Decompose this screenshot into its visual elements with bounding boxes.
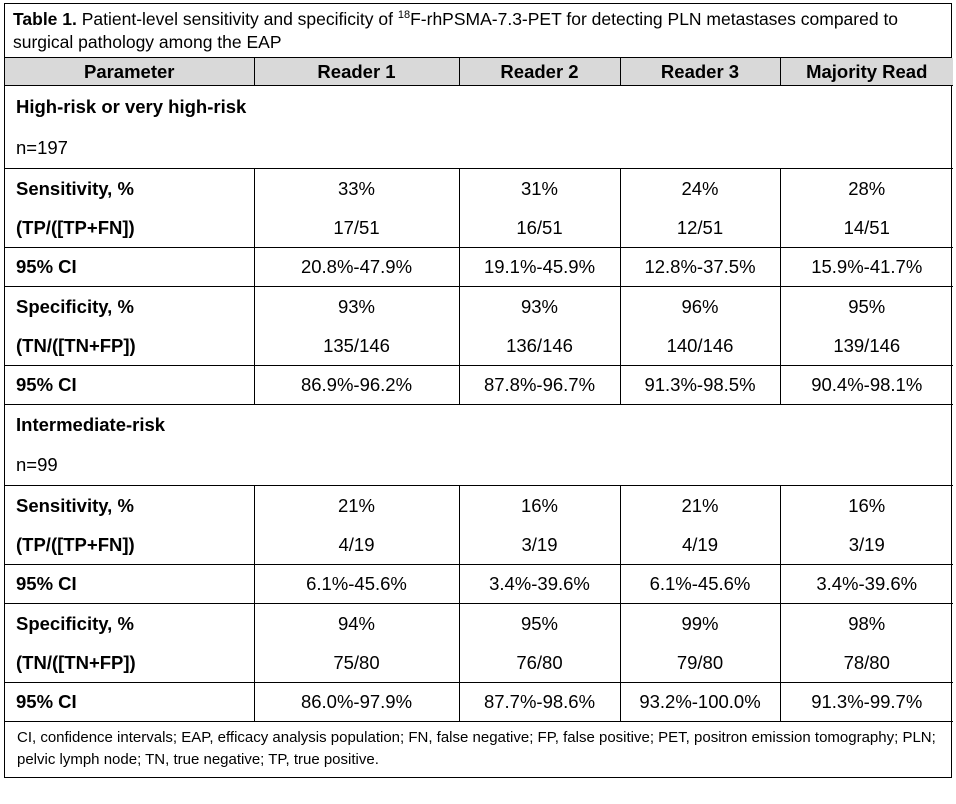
sensitivity-value: 24%	[619, 168, 780, 208]
sensitivity-fraction-value: 3/19	[779, 525, 953, 565]
specificity-fraction-value: 140/146	[619, 326, 780, 366]
sensitivity-value: 16%	[779, 485, 953, 525]
caption-superscript: 18	[397, 9, 411, 22]
sensitivity-ci-row: 95% CI 20.8%-47.9% 19.1%-45.9% 12.8%-37.5% 1…	[5, 247, 953, 287]
specificity-fraction-label: (TN/([TN+FP])	[5, 643, 254, 683]
sensitivity-value: 16%	[458, 485, 620, 525]
specificity-ci-row: 95% CI 86.0%-97.9% 87.7%-98.6% 93.2%-100.0%…	[5, 682, 953, 722]
sensitivity-fraction-value: 3/19	[458, 525, 620, 565]
sensitivity-fraction-value: 4/19	[619, 525, 780, 565]
specificity-value: 94%	[253, 603, 459, 643]
sensitivity-fraction-value: 4/19	[253, 525, 459, 565]
header-row: Parameter Reader 1 Reader 2 Reader 3 Maj…	[5, 58, 953, 86]
sensitivity-ci-value: 15.9%-41.7%	[779, 247, 953, 287]
specificity-label: Specificity, %	[16, 612, 134, 634]
specificity-row: Specificity, % 93% 93% 96% 95%	[5, 286, 953, 326]
group-n: n=99	[5, 445, 953, 486]
group-title: Intermediate-risk	[16, 414, 166, 435]
header-reader-2: Reader 2	[458, 58, 620, 86]
sensitivity-label: Sensitivity, %	[16, 494, 134, 516]
specificity-ci-value: 86.9%-96.2%	[253, 365, 459, 405]
sensitivity-fraction-value: 16/51	[458, 208, 620, 248]
group-title: High-risk or very high-risk	[16, 96, 247, 117]
specificity-ci-value: 91.3%-98.5%	[619, 365, 780, 405]
sensitivity-value: 33%	[253, 168, 459, 208]
specificity-ci-value: 90.4%-98.1%	[779, 365, 953, 405]
specificity-row: Specificity, % 94% 95% 99% 98%	[5, 603, 953, 643]
header-majority-read: Majority Read	[779, 58, 953, 86]
specificity-fraction-value: 75/80	[253, 643, 459, 683]
sensitivity-ci-row: 95% CI 6.1%-45.6% 3.4%-39.6% 6.1%-45.6% 3.4%…	[5, 564, 953, 604]
specificity-label: Specificity, %	[16, 295, 134, 317]
results-table: Parameter Reader 1 Reader 2 Reader 3 Maj…	[5, 58, 953, 722]
sensitivity-value: 31%	[458, 168, 620, 208]
group-title-row: High-risk or very high-risk	[5, 86, 953, 129]
specificity-ci-value: 91.3%-99.7%	[779, 682, 953, 722]
caption-text-a: Patient-level sensitivity and specificit…	[76, 9, 398, 29]
caption-label: Table 1.	[13, 9, 77, 29]
specificity-value: 93%	[458, 286, 620, 326]
sensitivity-fraction-value: 14/51	[779, 208, 953, 248]
specificity-value: 98%	[779, 603, 953, 643]
specificity-value: 93%	[253, 286, 459, 326]
sensitivity-ci-value: 20.8%-47.9%	[253, 247, 459, 287]
table-footnote: CI, confidence intervals; EAP, efficacy …	[17, 729, 936, 768]
table-body: High-risk or very high-risk n=197 Sensitiv…	[5, 86, 953, 722]
sensitivity-ci-label: 95% CI	[5, 247, 254, 287]
group-n-row: n=99	[5, 445, 953, 486]
sensitivity-fraction-value: 12/51	[619, 208, 780, 248]
sensitivity-ci-label: 95% CI	[5, 564, 254, 604]
specificity-fraction-row: (TN/([TN+FP]) 135/146 136/146 140/146 139/14…	[5, 326, 953, 366]
sensitivity-ci-value: 12.8%-37.5%	[619, 247, 780, 287]
sensitivity-fraction-row: (TP/([TP+FN]) 17/51 16/51 12/51 14/51	[5, 208, 953, 248]
sensitivity-ci-value: 6.1%-45.6%	[253, 564, 459, 604]
group-n-row: n=197	[5, 128, 953, 169]
header-reader-1: Reader 1	[253, 58, 459, 86]
sensitivity-fraction-label: (TP/([TP+FN])	[5, 208, 254, 248]
sensitivity-ci-value: 3.4%-39.6%	[779, 564, 953, 604]
specificity-fraction-value: 139/146	[779, 326, 953, 366]
specificity-ci-label: 95% CI	[5, 682, 254, 722]
specificity-fraction-value: 79/80	[619, 643, 780, 683]
caption-text-b: F-rhPSMA-7.3-PET for detecting PLN metas…	[13, 9, 899, 52]
sensitivity-fraction-label: (TP/([TP+FN])	[5, 525, 254, 565]
sensitivity-label: Sensitivity, %	[16, 177, 134, 199]
specificity-fraction-value: 78/80	[779, 643, 953, 683]
specificity-fraction-row: (TN/([TN+FP]) 75/80 76/80 79/80 78/80	[5, 643, 953, 683]
specificity-value: 95%	[779, 286, 953, 326]
table-caption: Table 1. Patient-level sensitivity and s…	[5, 4, 951, 58]
header-parameter: Parameter	[5, 58, 254, 86]
sensitivity-ci-value: 19.1%-45.9%	[458, 247, 620, 287]
group-title-row: Intermediate-risk	[5, 405, 953, 446]
specificity-ci-value: 87.7%-98.6%	[458, 682, 620, 722]
specificity-ci-label: 95% CI	[5, 365, 254, 405]
sensitivity-value: 21%	[619, 485, 780, 525]
sensitivity-fraction-value: 17/51	[253, 208, 459, 248]
specificity-ci-value: 93.2%-100.0%	[619, 682, 780, 722]
sensitivity-value: 28%	[779, 168, 953, 208]
sensitivity-value: 21%	[253, 485, 459, 525]
specificity-value: 95%	[458, 603, 620, 643]
sensitivity-fraction-row: (TP/([TP+FN]) 4/19 3/19 4/19 3/19	[5, 525, 953, 565]
specificity-fraction-value: 136/146	[458, 326, 620, 366]
specificity-fraction-label: (TN/([TN+FP])	[5, 326, 254, 366]
header-reader-3: Reader 3	[619, 58, 780, 86]
sensitivity-ci-value: 6.1%-45.6%	[619, 564, 780, 604]
table-container: Table 1. Patient-level sensitivity and s…	[4, 3, 953, 778]
specificity-value: 99%	[619, 603, 780, 643]
specificity-ci-value: 87.8%-96.7%	[458, 365, 620, 405]
specificity-value: 96%	[619, 286, 780, 326]
group-n: n=197	[5, 128, 953, 169]
sensitivity-row: Sensitivity, % 33% 31% 24% 28%	[5, 168, 953, 208]
specificity-ci-row: 95% CI 86.9%-96.2% 87.8%-96.7% 91.3%-98.5% 9…	[5, 365, 953, 405]
sensitivity-row: Sensitivity, % 21% 16% 21% 16%	[5, 485, 953, 525]
specificity-fraction-value: 135/146	[253, 326, 459, 366]
specificity-fraction-value: 76/80	[458, 643, 620, 683]
sensitivity-ci-value: 3.4%-39.6%	[458, 564, 620, 604]
specificity-ci-value: 86.0%-97.9%	[253, 682, 459, 722]
